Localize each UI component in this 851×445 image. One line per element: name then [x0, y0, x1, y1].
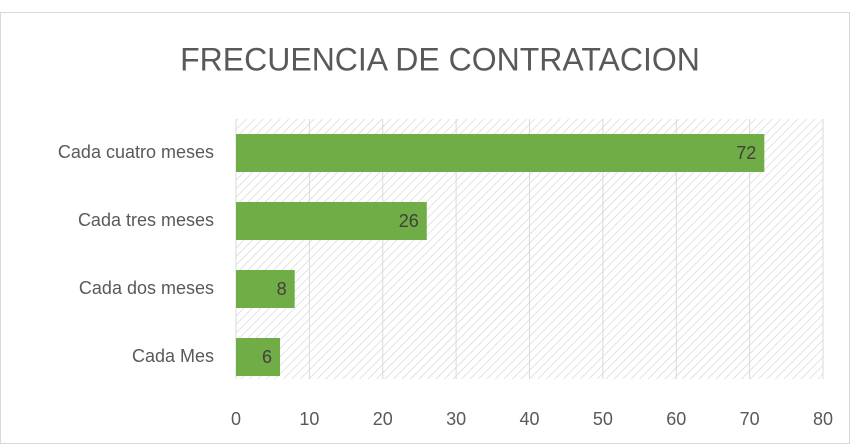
x-tick-label: 30 — [446, 409, 466, 429]
bar — [236, 134, 765, 172]
chart-title: FRECUENCIA DE CONTRATACION — [180, 41, 700, 77]
bar — [236, 270, 295, 308]
y-tick-label: Cada cuatro meses — [58, 142, 214, 162]
x-tick-label: 20 — [373, 409, 393, 429]
x-tick-label: 60 — [666, 409, 686, 429]
x-tick-label: 10 — [299, 409, 319, 429]
bar — [236, 338, 281, 376]
data-label: 8 — [277, 279, 287, 299]
x-tick-label: 70 — [740, 409, 760, 429]
x-tick-label: 50 — [593, 409, 613, 429]
data-label: 26 — [399, 211, 419, 231]
x-tick-label: 40 — [519, 409, 539, 429]
y-tick-label: Cada dos meses — [79, 278, 214, 298]
data-label: 72 — [736, 143, 756, 163]
y-tick-label: Cada Mes — [132, 346, 214, 366]
y-tick-label: Cada tres meses — [78, 210, 214, 230]
bar — [236, 202, 427, 240]
x-tick-label: 0 — [231, 409, 241, 429]
x-tick-label: 80 — [813, 409, 833, 429]
data-label: 6 — [262, 347, 272, 367]
